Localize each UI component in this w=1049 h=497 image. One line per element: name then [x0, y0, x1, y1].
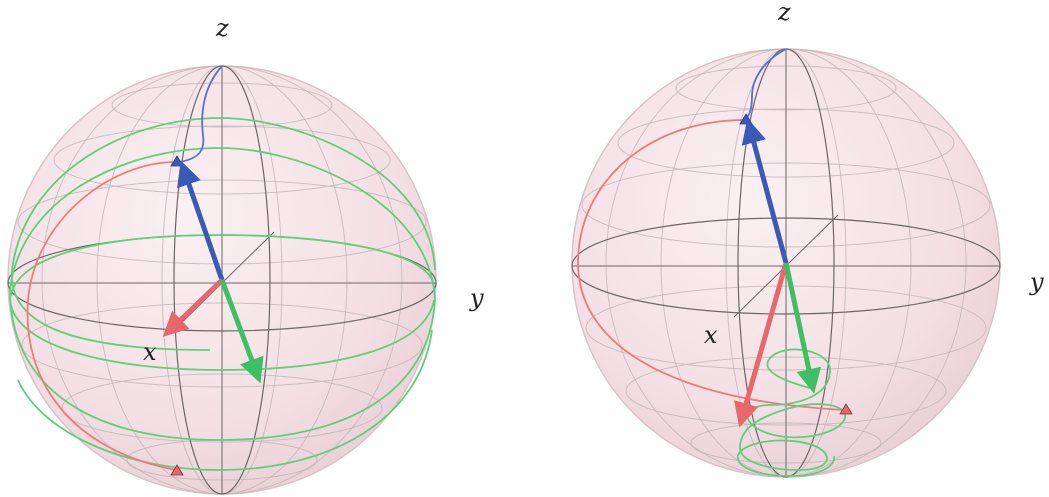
axis-label-x: x [704, 321, 718, 349]
blue-path [744, 48, 787, 121]
axis-label-y: y [1029, 268, 1044, 296]
axis-label-y: y [469, 284, 484, 312]
green-path [737, 348, 846, 477]
red-path [577, 119, 846, 411]
green-vector [219, 279, 264, 384]
axis-label-x: x [143, 338, 157, 366]
axis-label-z: z [777, 0, 791, 26]
red-point [170, 464, 184, 476]
blue-path [179, 65, 223, 163]
blue-vector [177, 160, 225, 281]
bloch-sphere-right: z y x [571, 0, 1044, 478]
blue-vector [741, 118, 789, 264]
green-vector [783, 262, 822, 394]
red-path [26, 161, 177, 471]
red-vector [162, 278, 224, 337]
bloch-sphere-left: z y x [7, 14, 484, 495]
axis-label-z: z [215, 14, 229, 42]
red-point [839, 403, 853, 415]
green-path [9, 117, 436, 471]
red-vector [734, 262, 789, 428]
